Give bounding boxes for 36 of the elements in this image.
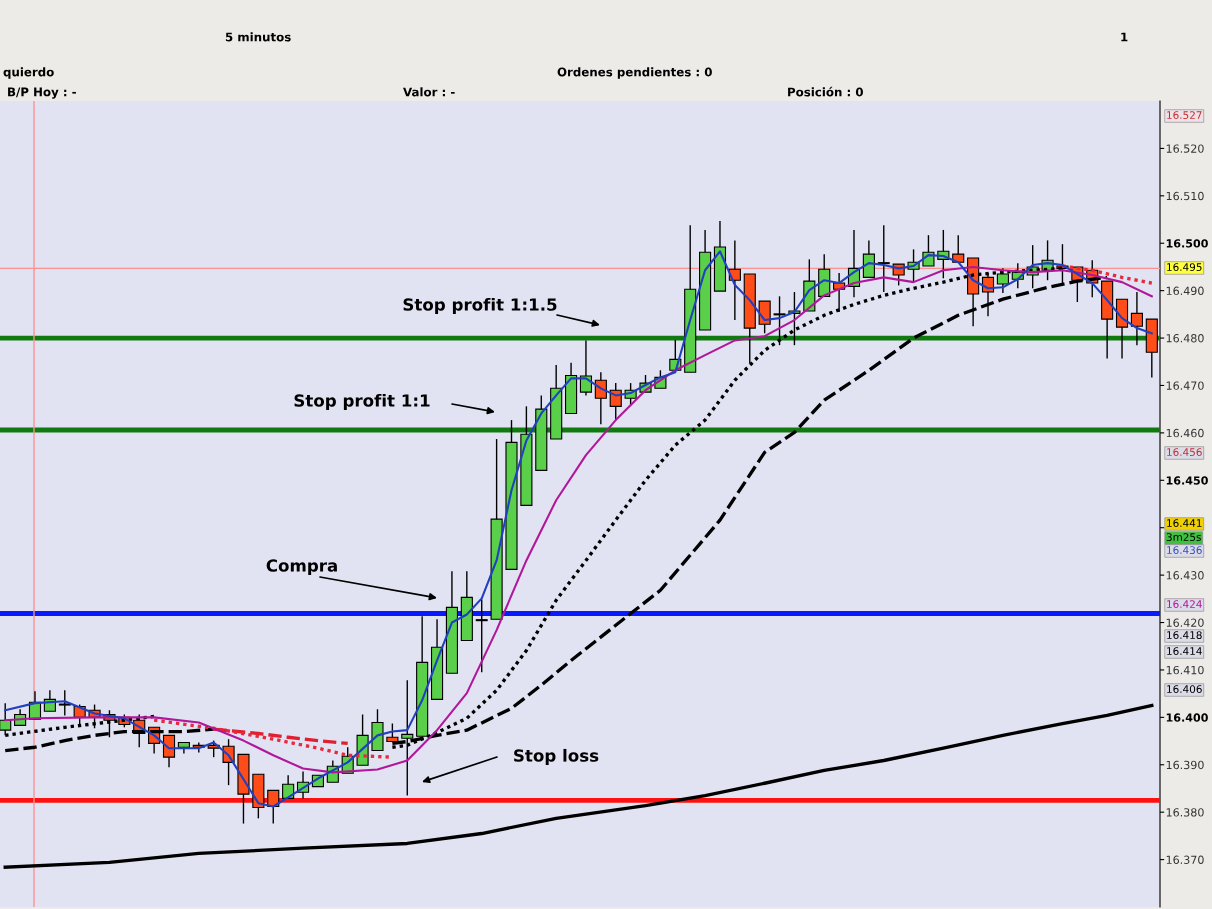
- annotation: Compra: [266, 559, 337, 576]
- text: quierdo: [3, 67, 54, 79]
- y-tick-label: 16.510: [1166, 191, 1204, 201]
- y-tick-label: 16.490: [1166, 286, 1204, 296]
- y-tick-label: 16.450: [1166, 476, 1208, 485]
- text: Ordenes pendientes : 0: [557, 67, 712, 79]
- y-tick-label: 16.470: [1166, 381, 1204, 390]
- y-tick-label: 16.390: [1166, 760, 1204, 770]
- y-tick-label: 16.410: [1166, 665, 1204, 675]
- y-tick-label: 16.370: [1166, 855, 1204, 864]
- y-tick-label: 16.420: [1166, 618, 1204, 627]
- y-tick-label: 16.480: [1166, 334, 1204, 343]
- y-tick-label: 16.430: [1166, 571, 1204, 580]
- text: 16.418: [1167, 631, 1202, 640]
- text: Valor : -: [403, 87, 455, 97]
- annotation: Stop loss: [514, 748, 599, 766]
- text: 16.424: [1167, 600, 1202, 609]
- text: 16.495: [1167, 263, 1202, 272]
- annotation: Stop profit 1:1: [294, 393, 430, 411]
- text: 5 minutos: [225, 32, 291, 42]
- text: 16.406: [1167, 685, 1202, 694]
- text: 16.441: [1167, 519, 1202, 528]
- y-tick-label: 16.400: [1166, 713, 1208, 722]
- text: Posición : 0: [788, 86, 863, 97]
- text: B/P Hoy : -: [8, 87, 76, 99]
- annotation: Stop profit 1:1.5: [403, 297, 557, 315]
- y-tick-label: 16.460: [1166, 428, 1204, 438]
- y-tick-label: 16.520: [1166, 144, 1204, 153]
- text: 16.527: [1167, 111, 1202, 120]
- text: 16.436: [1167, 546, 1202, 555]
- y-tick-label: 16.500: [1166, 239, 1208, 248]
- text: 1: [1121, 32, 1128, 42]
- text: 16.456: [1167, 448, 1202, 457]
- y-tick-label: 16.380: [1166, 808, 1204, 817]
- text: 3m25s: [1166, 533, 1201, 542]
- text: 16.414: [1167, 647, 1202, 656]
